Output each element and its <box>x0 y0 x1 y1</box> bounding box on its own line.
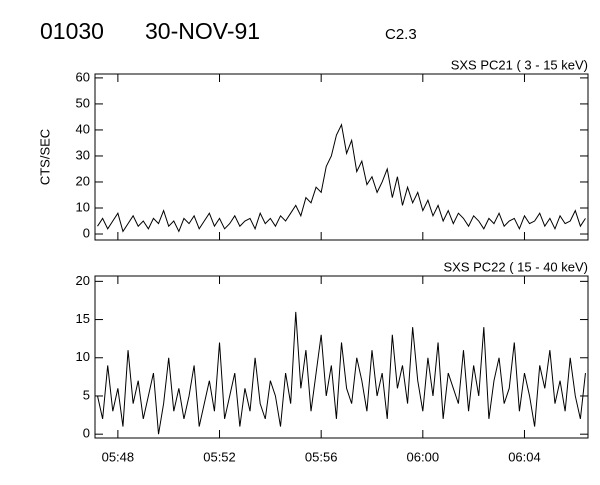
x-tick-label: 06:00 <box>407 449 440 464</box>
x-tick-label: 06:04 <box>508 449 541 464</box>
y-tick-label: 10 <box>76 349 90 364</box>
panel-title: SXS PC22 ( 15 - 40 keV) <box>443 259 588 274</box>
y-tick-label: 20 <box>76 173 90 188</box>
y-tick-label: 0 <box>83 225 90 240</box>
y-tick-label: 5 <box>83 387 90 402</box>
y-axis-label: CTS/SEC <box>37 129 52 185</box>
plot-frame <box>94 73 589 241</box>
y-tick-label: 10 <box>76 199 90 214</box>
plot-frame <box>94 275 589 439</box>
x-tick-label: 05:48 <box>102 449 135 464</box>
y-tick-label: 40 <box>76 121 90 136</box>
x-tick-label: 05:52 <box>203 449 236 464</box>
light-curve <box>97 123 586 233</box>
y-tick-label: 20 <box>76 273 90 288</box>
x-tick-label: 05:56 <box>305 449 338 464</box>
light-curve <box>97 311 586 435</box>
y-tick-label: 60 <box>76 69 90 84</box>
y-tick-label: 0 <box>83 426 90 441</box>
y-tick-label: 50 <box>76 95 90 110</box>
flare-class: C2.3 <box>385 26 417 43</box>
flare-id: 01030 <box>40 18 104 44</box>
y-tick-label: 30 <box>76 147 90 162</box>
date: 30-NOV-91 <box>145 18 260 44</box>
y-tick-label: 15 <box>76 311 90 326</box>
panel-title: SXS PC21 ( 3 - 15 keV) <box>451 57 588 72</box>
